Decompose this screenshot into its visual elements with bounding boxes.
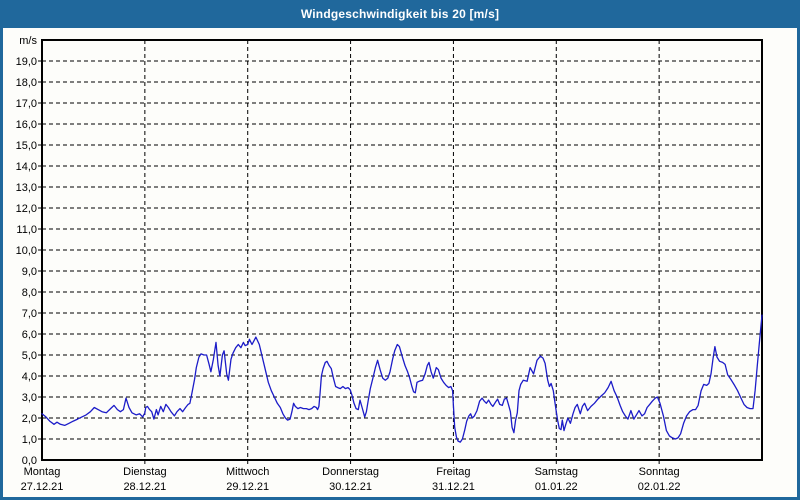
x-axis-date-label: 01.01.22 [535,481,578,493]
y-axis-tick-label: 0,0 [22,455,37,467]
y-axis-tick-label: 17,0 [16,98,37,110]
x-axis-weekday-label: Samstag [535,466,578,478]
y-axis-tick-label: 7,0 [22,308,37,320]
y-axis-tick-label: 11,0 [16,224,37,236]
y-axis-tick-label: 14,0 [16,161,37,173]
y-axis-tick-label: 12,0 [16,203,37,215]
x-axis-weekday-label: Dienstag [123,466,166,478]
x-axis-date-label: 31.12.21 [432,481,475,493]
x-axis-weekday-label: Mittwoch [226,466,269,478]
y-axis-tick-label: 15,0 [16,140,37,152]
y-axis-tick-label: 2,0 [22,413,37,425]
title-bar: Windgeschwindigkeit bis 20 [m/s] [3,0,797,28]
x-axis-date-label: 29.12.21 [226,481,269,493]
x-axis-date-label: 27.12.21 [21,481,64,493]
y-axis-tick-label: 19,0 [16,56,37,68]
chart-title: Windgeschwindigkeit bis 20 [m/s] [300,7,500,21]
x-axis-weekday-label: Sonntag [639,466,680,478]
y-axis-tick-label: 5,0 [22,350,37,362]
x-axis-weekday-label: Donnerstag [322,466,379,478]
x-axis-weekday-label: Montag [24,466,61,478]
x-axis-date-label: 28.12.21 [123,481,166,493]
plot-frame [41,39,763,461]
y-axis-tick-label: 6,0 [22,329,37,341]
wind-speed-line [41,314,763,443]
y-axis-tick-label: 8,0 [22,287,37,299]
y-axis-tick-label: 3,0 [22,392,37,404]
chart-area: 0,0 1,0 2,0 3,0 4,0 5,0 6,0 7,0 8,0 9,0 10,0 11,0 12… [3,28,797,497]
x-axis-weekday-label: Freitag [436,466,470,478]
y-axis-tick-label: 9,0 [22,266,37,278]
y-axis-tick-label: 13,0 [16,182,37,194]
wind-speed-line-chart: 0,0 1,0 2,0 3,0 4,0 5,0 6,0 7,0 8,0 9,0 10,0 11,0 12… [16,35,763,493]
y-axis-tick-label: 18,0 [16,77,37,89]
x-axis-date-label: 02.01.22 [638,481,681,493]
y-axis-tick-label: 1,0 [22,434,37,446]
y-axis-tick-label: 16,0 [16,119,37,131]
x-axis-date-label: 30.12.21 [329,481,372,493]
y-axis-tick-label: 4,0 [22,371,37,383]
y-axis-unit-label: m/s [19,35,37,47]
y-axis-tick-label: 10,0 [16,245,37,257]
